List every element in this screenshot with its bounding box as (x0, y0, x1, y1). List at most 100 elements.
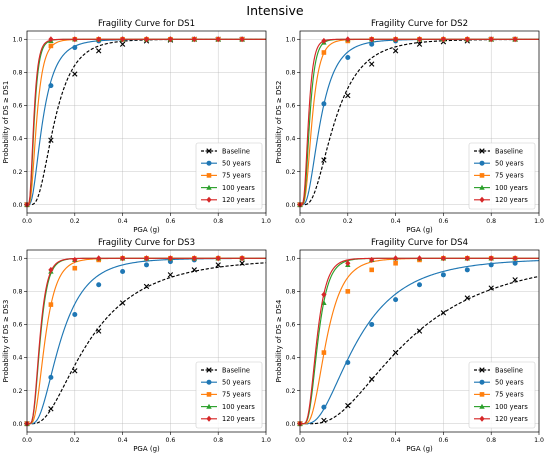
data-point (512, 260, 518, 266)
data-point (321, 50, 327, 55)
data-point (393, 36, 399, 43)
legend-entry: 120 years (474, 196, 528, 204)
legend-label: 100 years (222, 403, 255, 411)
y-tick-label: 0.8 (286, 70, 296, 77)
data-point (488, 36, 494, 43)
plot-frame (299, 249, 540, 433)
data-point (215, 36, 221, 43)
legend-marker (479, 184, 485, 190)
legend-label: Baseline (222, 366, 250, 374)
data-point (440, 310, 447, 316)
series-line (300, 260, 540, 425)
chart-panel-ds1: 0.0 0.2 0.4 0.6 0.8 1.0 0.0 0.2 0.4 0.6 0.8 1.0 Frag… (2, 19, 271, 234)
legend-marker (479, 392, 485, 397)
legend-marker (206, 173, 212, 178)
legend-entry: 100 years (474, 184, 528, 192)
legend-marker (479, 403, 485, 409)
data-point (512, 277, 518, 283)
x-tick-label: 0.0 (22, 218, 32, 225)
legend: Baseline 50 years 75 years 100 years 120 yea… (468, 361, 536, 429)
data-point (48, 83, 54, 89)
x-tick-label: 1.0 (534, 218, 544, 225)
data-point (72, 312, 78, 318)
legend-marker (479, 367, 485, 373)
legend-entry: 75 years (201, 391, 251, 399)
data-point (464, 295, 470, 301)
legend-marker (206, 196, 212, 203)
legend-label: Baseline (495, 366, 523, 374)
legend-label: Baseline (222, 147, 250, 155)
data-point (464, 267, 470, 273)
legend-marker (479, 196, 485, 203)
data-point (120, 269, 126, 275)
data-point (417, 282, 422, 288)
data-point (48, 374, 54, 380)
y-tick-label: 0.0 (286, 202, 296, 209)
data-point (488, 262, 494, 268)
data-point (345, 54, 351, 60)
y-tick-label: 0.4 (286, 136, 296, 143)
legend-label: 75 years (222, 172, 251, 180)
plot-frame (299, 30, 540, 214)
data-point (120, 255, 126, 262)
legend-entry: 75 years (201, 172, 251, 180)
series-120-years (24, 255, 266, 427)
x-tick-label: 0.8 (486, 437, 496, 444)
data-point (48, 406, 54, 412)
legend-entry: 100 years (201, 184, 255, 192)
legend-marker (206, 392, 212, 397)
data-point (119, 300, 126, 306)
legend-entry: Baseline (201, 366, 250, 374)
data-point (393, 255, 399, 262)
y-tick-label: 0.6 (286, 103, 296, 110)
y-tick-label: 1.0 (13, 36, 23, 43)
data-point (167, 255, 173, 262)
legend-label: 75 years (495, 172, 524, 180)
data-point (345, 92, 351, 99)
legend-entry: Baseline (201, 147, 250, 155)
data-point (512, 36, 518, 43)
legend: Baseline 50 years 75 years 100 years 120 yea… (195, 361, 263, 429)
legend-marker (479, 173, 485, 178)
legend-marker (479, 415, 485, 422)
legend: Baseline 50 years 75 years 100 years 120 yea… (195, 142, 263, 210)
y-tick-label: 0.2 (13, 169, 23, 176)
x-tick-label: 0.2 (70, 218, 80, 225)
legend-box (195, 142, 263, 210)
x-axis-label: PGA (g) (133, 226, 160, 234)
series-50-years (297, 260, 540, 427)
data-point (239, 36, 245, 43)
data-point (96, 255, 102, 262)
chart-panel-ds4: 0.0 0.2 0.4 0.6 0.8 1.0 0.0 0.2 0.4 0.6 0.8 1.0 Frag… (275, 238, 544, 453)
legend-label: 100 years (495, 184, 528, 192)
legend-marker (206, 379, 212, 385)
chart-panel-ds2: 0.0 0.2 0.4 0.6 0.8 1.0 0.0 0.2 0.4 0.6 0.8 1.0 Frag… (275, 19, 544, 234)
data-point (440, 255, 446, 262)
y-tick-label: 0.6 (13, 322, 23, 329)
data-point (392, 349, 399, 356)
data-point (72, 368, 78, 374)
y-tick-label: 0.0 (286, 421, 296, 428)
x-tick-label: 0.4 (391, 218, 401, 225)
y-tick-label: 0.6 (13, 103, 23, 110)
x-tick-label: 0.6 (438, 218, 448, 225)
y-tick-label: 0.8 (286, 289, 296, 296)
data-point (440, 36, 446, 43)
y-tick-label: 0.8 (13, 70, 23, 77)
data-point (48, 266, 54, 273)
data-point (369, 376, 375, 382)
y-tick-label: 0.2 (286, 388, 296, 395)
x-tick-label: 0.2 (343, 437, 353, 444)
data-point (345, 36, 351, 43)
legend-marker (206, 148, 212, 154)
legend-label: Baseline (495, 147, 523, 155)
data-point (369, 41, 375, 47)
data-point (239, 260, 245, 266)
data-point (143, 255, 150, 262)
figure-suptitle: Intensive (246, 3, 304, 18)
y-tick-label: 0.8 (13, 289, 23, 296)
y-tick-label: 0.4 (13, 355, 23, 362)
data-point (72, 256, 78, 263)
legend-label: 50 years (222, 379, 251, 387)
legend-entry: Baseline (474, 366, 523, 374)
